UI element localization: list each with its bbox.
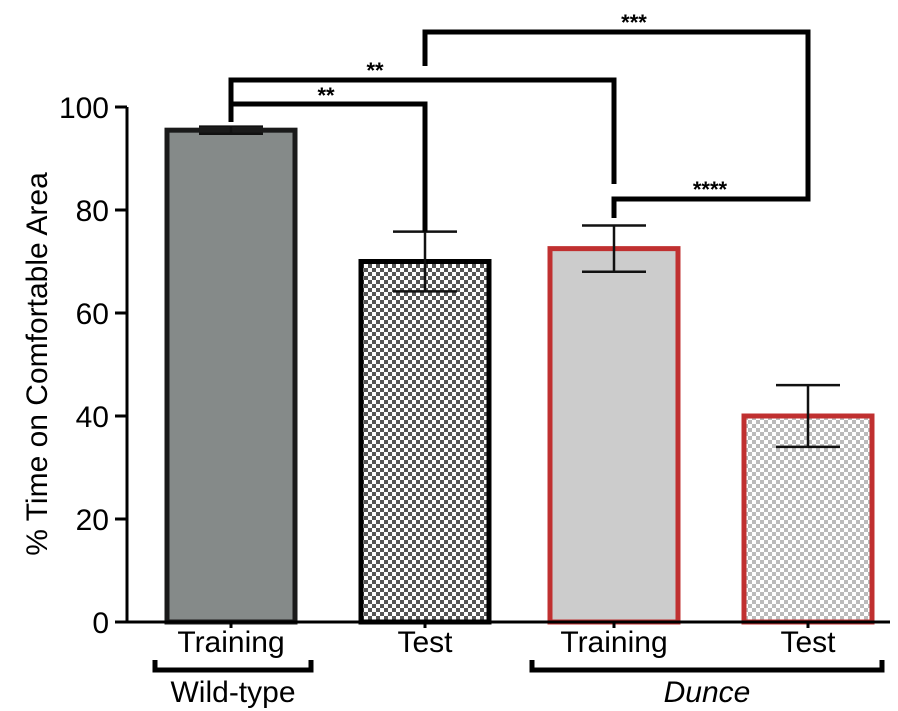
y-tick-label: 0 — [92, 607, 109, 640]
y-axis: 0 20 40 60 80 100 — [59, 92, 129, 640]
x-tick-label: Test — [780, 626, 836, 659]
group-bracket-1: Wild-type — [152, 660, 314, 709]
significance-label: **** — [693, 177, 728, 202]
group-label: Dunce — [664, 676, 751, 709]
significance-label: ** — [366, 58, 384, 83]
bracket-line — [422, 29, 811, 184]
error-bar-3 — [582, 224, 646, 274]
bar-3 — [547, 246, 681, 625]
significance-bracket-2: ** — [228, 58, 617, 184]
bracket-line — [228, 77, 617, 184]
y-tick-label: 100 — [59, 92, 109, 125]
error-bars — [199, 125, 840, 449]
significance-bracket-3: *** — [422, 10, 811, 184]
group-bracket-line — [152, 660, 314, 673]
x-tick-label: Training — [177, 626, 284, 659]
significance-label: *** — [621, 10, 647, 35]
y-tick-label: 60 — [76, 298, 109, 331]
x-axis: Training Test Training Test — [127, 620, 890, 659]
significance-brackets: *********** — [228, 10, 811, 232]
group-bracket-line — [529, 660, 885, 673]
significance-bracket-4: **** — [611, 177, 811, 218]
y-tick-label: 20 — [76, 504, 109, 537]
group-brackets: Wild-type Dunce — [152, 660, 885, 709]
bracket-line — [611, 184, 811, 218]
y-axis-label: % Time on Comfortable Area — [21, 172, 54, 556]
x-tick-label: Test — [397, 626, 453, 659]
group-label: Wild-type — [170, 676, 295, 709]
significance-label: ** — [317, 83, 335, 108]
error-bar-1 — [199, 125, 263, 136]
bars — [164, 127, 875, 625]
bar-1 — [164, 127, 298, 625]
y-tick-label: 40 — [76, 401, 109, 434]
x-tick-label: Training — [560, 626, 667, 659]
error-bar-4 — [776, 383, 840, 449]
y-tick-label: 80 — [76, 195, 109, 228]
bar-2 — [358, 259, 492, 625]
group-bracket-2: Dunce — [529, 660, 885, 709]
